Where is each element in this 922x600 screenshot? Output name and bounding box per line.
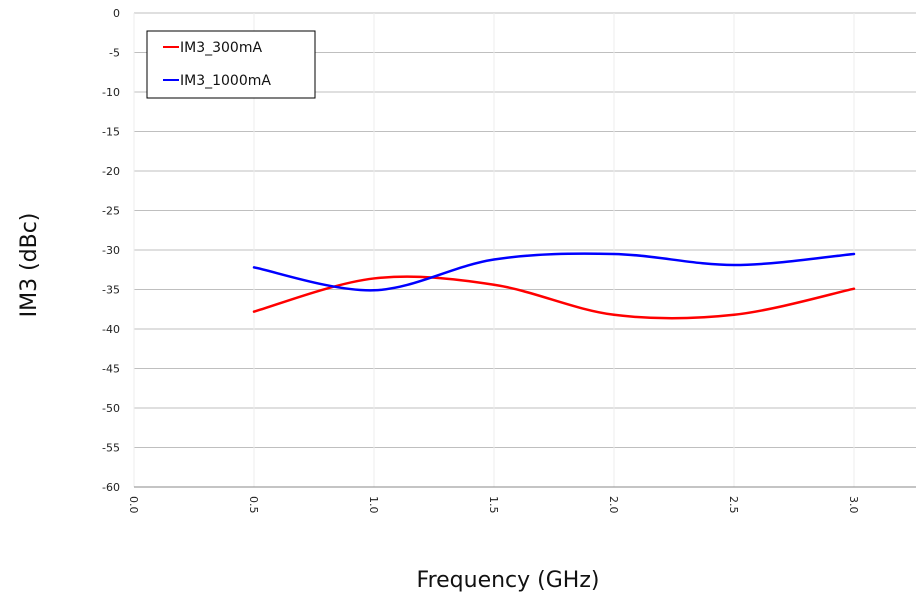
legend-label-im3-300ma: IM3_300mA (180, 40, 262, 56)
legend-box (146, 30, 316, 99)
x-axis-ticks: 0.0 0.5 1.0 1.5 2.0 2.5 3.0 (127, 496, 860, 514)
y-tick-label: -60 (102, 481, 120, 494)
x-tick-label: 0.0 (127, 496, 140, 514)
x-tick-label: 2.5 (727, 496, 740, 514)
y-tick-label: -15 (102, 126, 120, 139)
series-lines (252, 252, 856, 320)
series-line-im3-1000ma (252, 252, 856, 292)
x-tick-label: 2.0 (607, 496, 620, 514)
x-tick-label: 1.5 (487, 496, 500, 514)
y-tick-label: -55 (102, 442, 120, 455)
x-tick-label: 1.0 (367, 496, 380, 514)
y-tick-label: -50 (102, 402, 120, 415)
x-tick-label: 0.5 (247, 496, 260, 514)
legend: IM3_300mA IM3_1000mA (146, 30, 316, 99)
y-tick-label: -20 (102, 165, 120, 178)
y-axis-ticks: 0 -5 -10 -15 -20 -25 -30 -35 -40 -45 -50 -55 -60 (102, 7, 120, 494)
y-axis-title: IM3 (dBc) (17, 213, 42, 318)
y-tick-label: -35 (102, 284, 120, 297)
y-tick-label: -30 (102, 244, 120, 257)
y-tick-label: -25 (102, 205, 120, 218)
y-tick-label: -10 (102, 86, 120, 99)
y-tick-label: 0 (113, 7, 120, 20)
x-tick-label: 3.0 (847, 496, 860, 514)
series-line-im3-300ma (252, 275, 856, 320)
y-tick-label: -5 (109, 47, 120, 60)
y-tick-label: -45 (102, 363, 120, 376)
x-axis-title: Frequency (GHz) (417, 568, 600, 593)
y-tick-label: -40 (102, 323, 120, 336)
legend-label-im3-1000ma: IM3_1000mA (180, 73, 271, 89)
